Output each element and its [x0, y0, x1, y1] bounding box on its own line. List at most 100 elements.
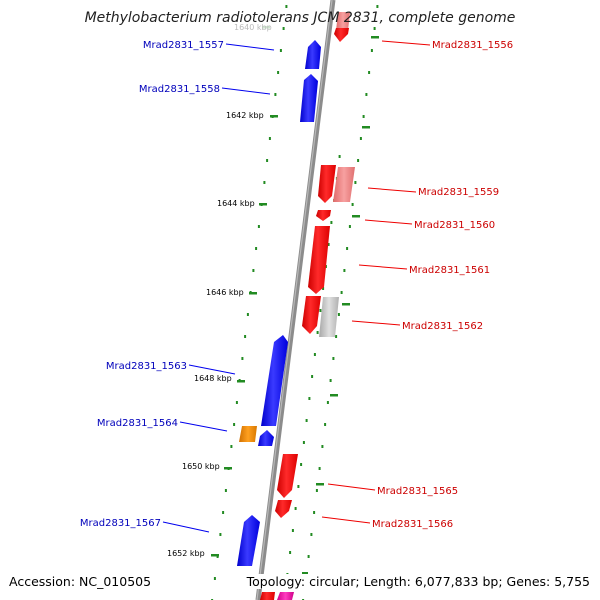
- track-dot: [324, 423, 327, 426]
- ruler-tick: [211, 554, 219, 557]
- ruler-tick: [270, 115, 278, 118]
- ruler-label: 1648 kbp: [194, 374, 232, 383]
- track-dot: [233, 423, 236, 426]
- track-dot: [255, 247, 258, 250]
- track-dot: [351, 203, 354, 206]
- track-dot: [370, 49, 373, 52]
- track-dot: [310, 533, 313, 536]
- track-dot: [244, 335, 247, 338]
- track-dot: [326, 401, 329, 404]
- accession-text: Accession: NC_010505: [7, 574, 154, 589]
- feature-pink-1559[interactable]: [333, 167, 355, 202]
- track-dot: [348, 225, 351, 228]
- label-mrad2831-1566[interactable]: Mrad2831_1566: [372, 519, 453, 530]
- gene-mrad2831-1561[interactable]: [308, 226, 330, 294]
- leader-line: [358, 264, 408, 270]
- ruler-tick: [237, 380, 245, 383]
- track-dot: [365, 93, 368, 96]
- track-dot: [297, 485, 300, 488]
- gene-mrad2831-1563[interactable]: [261, 335, 288, 426]
- track-dot: [268, 137, 271, 140]
- feature-pink-top[interactable]: [336, 12, 350, 31]
- track-dot: [230, 445, 233, 448]
- label-mrad2831-1563[interactable]: Mrad2831_1563: [106, 361, 187, 372]
- track-dot: [302, 441, 305, 444]
- track-dot: [300, 463, 303, 466]
- gene-mrad2831-1566[interactable]: [275, 500, 292, 518]
- feature-orange[interactable]: [239, 426, 257, 442]
- ruler-label: 1640 kbp: [234, 23, 272, 32]
- gene-mrad2831-1564[interactable]: [258, 430, 274, 446]
- track-dot: [279, 49, 282, 52]
- track-dot: [373, 27, 376, 30]
- gene-mrad2831-1558[interactable]: [300, 74, 318, 122]
- label-mrad2831-1556[interactable]: Mrad2831_1556: [432, 40, 513, 51]
- track-dot: [319, 309, 322, 312]
- leader-line: [351, 320, 401, 326]
- track-dot: [282, 27, 285, 30]
- track-dot: [246, 313, 249, 316]
- leader-line: [327, 483, 376, 491]
- ruler-label: 1652 kbp: [167, 549, 205, 558]
- track-dot: [330, 221, 333, 224]
- reverse-genes: [260, 12, 355, 600]
- gene-mrad2831-1556[interactable]: [334, 28, 349, 42]
- gene-mrad2831-1557[interactable]: [305, 40, 321, 69]
- track-dot: [316, 331, 319, 334]
- leader-line: [225, 43, 275, 51]
- track-dot: [340, 291, 343, 294]
- track-dot: [308, 397, 311, 400]
- leader-line: [321, 516, 371, 524]
- label-mrad2831-1565[interactable]: Mrad2831_1565: [377, 486, 458, 497]
- leader-line: [381, 40, 431, 46]
- gene-mrad2831-1562[interactable]: [302, 296, 321, 334]
- track-dot: [332, 357, 335, 360]
- tick-track-dots: [211, 5, 379, 600]
- track-dot: [219, 533, 222, 536]
- gene-mrad2831-1560[interactable]: [316, 210, 331, 221]
- track-dot: [376, 5, 379, 8]
- ruler-tick: [249, 292, 257, 295]
- track-dot: [313, 353, 316, 356]
- track-dot: [329, 379, 332, 382]
- track-dot: [322, 287, 325, 290]
- track-dot: [313, 511, 316, 514]
- leader-line: [188, 364, 236, 375]
- track-dot: [359, 137, 362, 140]
- label-mrad2831-1567[interactable]: Mrad2831_1567: [80, 518, 161, 529]
- ruler: 1640 kbp 1642 kbp 1644 kbp 1646 kbp 1648…: [167, 23, 278, 558]
- label-mrad2831-1558[interactable]: Mrad2831_1558: [139, 84, 220, 95]
- gene-mrad2831-1567[interactable]: [237, 515, 260, 566]
- label-mrad2831-1557[interactable]: Mrad2831_1557: [143, 40, 224, 51]
- topology-text: Topology: circular; Length: 6,077,833 bp…: [244, 574, 592, 589]
- label-mrad2831-1559[interactable]: Mrad2831_1559: [418, 187, 499, 198]
- track-dot: [252, 269, 255, 272]
- track-dot: [321, 445, 324, 448]
- label-mrad2831-1564[interactable]: Mrad2831_1564: [97, 418, 178, 429]
- pseudo-1562[interactable]: [319, 297, 339, 337]
- track-dot: [285, 5, 288, 8]
- label-mrad2831-1560[interactable]: Mrad2831_1560: [414, 220, 495, 231]
- leader-line: [221, 87, 271, 95]
- track-dot: [337, 313, 340, 316]
- gene-bottom-red[interactable]: [260, 592, 275, 600]
- ruler-tick: [259, 203, 267, 206]
- track-dot: [263, 181, 266, 184]
- gene-bottom-magenta[interactable]: [277, 592, 294, 600]
- track-dot: [241, 357, 244, 360]
- leader-line: [179, 421, 228, 432]
- track-dot: [224, 489, 227, 492]
- genome-backbone-highlight: [256, 0, 333, 600]
- gene-mrad2831-1565[interactable]: [277, 454, 298, 498]
- gene-mrad2831-1559[interactable]: [318, 165, 336, 203]
- ruler-tick: [262, 26, 270, 29]
- genome-backbone: [255, 0, 336, 600]
- ruler-label: 1646 kbp: [206, 288, 244, 297]
- label-mrad2831-1562[interactable]: Mrad2831_1562: [402, 321, 483, 332]
- label-mrad2831-1561[interactable]: Mrad2831_1561: [409, 265, 490, 276]
- track-dot: [294, 507, 297, 510]
- track-dot: [338, 155, 341, 158]
- track-dot: [357, 159, 360, 162]
- track-dot: [222, 511, 225, 514]
